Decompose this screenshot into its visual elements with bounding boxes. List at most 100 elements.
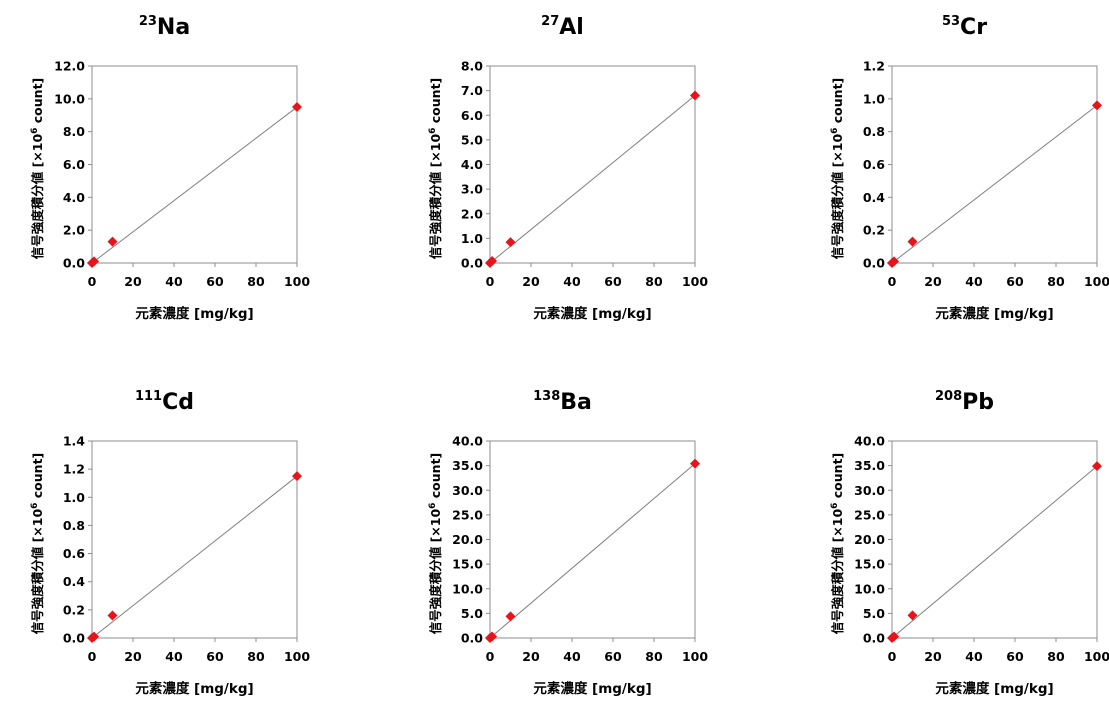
title-element: Pb bbox=[962, 390, 994, 415]
chart-title: 53Cr bbox=[942, 14, 987, 40]
chart-title: 27Al bbox=[541, 14, 584, 40]
x-tick-label: 100 bbox=[284, 649, 310, 664]
y-tick-label: 25.0 bbox=[452, 507, 483, 522]
plot-area bbox=[91, 65, 298, 264]
y-tick-label: 8.0 bbox=[63, 124, 85, 139]
x-tick-label: 80 bbox=[645, 274, 663, 289]
y-tick-label: 35.0 bbox=[452, 458, 483, 473]
y-tick-label: 15.0 bbox=[854, 557, 885, 572]
y-tick-label: 0.0 bbox=[863, 256, 885, 271]
y-tick-label: 35.0 bbox=[854, 458, 885, 473]
y-tick-label: 5.0 bbox=[461, 606, 483, 621]
y-axis-label-unit: count] bbox=[830, 453, 845, 503]
title-element: Cd bbox=[162, 390, 194, 415]
trendline bbox=[91, 106, 298, 264]
title-mass-number: 23 bbox=[139, 14, 157, 29]
y-axis-label-text: 信号強度積分値 [×10 bbox=[30, 134, 45, 260]
y-axis-label-exponent: 6 bbox=[428, 503, 438, 509]
x-tick-label: 40 bbox=[165, 649, 183, 664]
data-point bbox=[89, 631, 100, 642]
chart-panel-na: 23Na 0.0 2.0 4.0 6.0 8.0 10.0 12.0 0 20 40 60 80 100 元… bbox=[0, 0, 370, 350]
x-tick-label: 100 bbox=[284, 274, 310, 289]
trendline bbox=[489, 463, 696, 639]
y-tick-label: 0.8 bbox=[863, 124, 885, 139]
chart-title: 138Ba bbox=[533, 389, 592, 415]
x-tick-label: 0 bbox=[88, 274, 97, 289]
data-point bbox=[107, 236, 118, 247]
chart-panel-al: 27Al 0.0 1.0 2.0 3.0 4.0 5.0 6.0 7.0 8.0 0 20 40 60 80… bbox=[398, 0, 768, 350]
y-axis-label: 信号強度積分値 [×106 count] bbox=[30, 78, 45, 260]
y-axis-label-exponent: 6 bbox=[428, 128, 438, 134]
y-tick-label: 6.0 bbox=[461, 108, 483, 123]
chart-title: 23Na bbox=[139, 14, 190, 40]
title-mass-number: 111 bbox=[135, 389, 162, 404]
data-point bbox=[107, 610, 118, 621]
y-tick-label: 0.6 bbox=[63, 546, 85, 561]
title-mass-number: 27 bbox=[541, 14, 559, 29]
y-tick-label: 7.0 bbox=[461, 83, 483, 98]
x-tick-label: 80 bbox=[645, 649, 663, 664]
x-tick-label: 60 bbox=[1006, 274, 1024, 289]
chart-svg: 27Al 0.0 1.0 2.0 3.0 4.0 5.0 6.0 7.0 8.0 0 20 40 60 80… bbox=[428, 14, 708, 322]
x-tick-label: 40 bbox=[165, 274, 183, 289]
chart-title: 208Pb bbox=[935, 389, 994, 415]
x-tick-label: 80 bbox=[247, 649, 265, 664]
data-point bbox=[292, 102, 302, 113]
x-tick-label: 40 bbox=[965, 649, 983, 664]
chart-svg: 208Pb 0.0 5.0 10.0 15.0 20.0 25.0 30.0 35.0 40.0 0… bbox=[830, 389, 1109, 697]
plot-area bbox=[489, 65, 696, 264]
y-tick-label: 0.0 bbox=[461, 631, 483, 646]
title-mass-number: 208 bbox=[935, 389, 962, 404]
y-tick-label: 0.6 bbox=[863, 157, 885, 172]
title-element: Ba bbox=[560, 390, 592, 415]
y-tick-label: 1.0 bbox=[461, 231, 483, 246]
y-tick-label: 4.0 bbox=[461, 157, 483, 172]
plot-area bbox=[91, 440, 298, 639]
x-tick-label: 60 bbox=[206, 274, 224, 289]
x-axis-label: 元素濃度 [mg/kg] bbox=[935, 680, 1053, 697]
y-tick-label: 8.0 bbox=[461, 59, 483, 74]
x-tick-label: 20 bbox=[124, 649, 142, 664]
x-tick-label: 0 bbox=[888, 649, 897, 664]
data-point bbox=[1092, 461, 1102, 472]
x-tick-label: 60 bbox=[604, 649, 622, 664]
y-tick-label: 20.0 bbox=[452, 532, 483, 547]
y-tick-label: 30.0 bbox=[854, 483, 885, 498]
x-tick-label: 20 bbox=[924, 649, 942, 664]
chart-svg: 53Cr 0.0 0.2 0.4 0.6 0.8 1.0 1.2 0 20 40 60 80 100 元素濃… bbox=[830, 14, 1109, 322]
y-tick-label: 20.0 bbox=[854, 532, 885, 547]
y-tick-label: 0.2 bbox=[863, 223, 885, 238]
plot-area bbox=[489, 440, 696, 639]
y-tick-label: 4.0 bbox=[63, 190, 85, 205]
y-axis-label-text: 信号強度積分値 [×10 bbox=[428, 134, 443, 260]
y-tick-label: 6.0 bbox=[63, 157, 85, 172]
y-tick-label: 1.2 bbox=[863, 59, 885, 74]
y-tick-label: 0.0 bbox=[63, 631, 85, 646]
y-axis-label: 信号強度積分値 [×106 count] bbox=[428, 453, 443, 635]
trendline bbox=[891, 105, 1098, 264]
y-tick-label: 1.2 bbox=[63, 462, 85, 477]
chart-panel-cr: 53Cr 0.0 0.2 0.4 0.6 0.8 1.0 1.2 0 20 40 60 80 100 元素濃… bbox=[800, 0, 1109, 350]
y-tick-label: 10.0 bbox=[854, 581, 885, 596]
x-tick-label: 0 bbox=[486, 649, 495, 664]
y-axis-label-unit: count] bbox=[830, 78, 845, 128]
title-mass-number: 53 bbox=[942, 14, 960, 29]
chart-svg: 111Cd 0.0 0.2 0.4 0.6 0.8 1.0 1.2 1.4 0 20 40 60 80 10… bbox=[30, 389, 310, 697]
y-tick-label: 0.8 bbox=[63, 518, 85, 533]
y-axis-label: 信号強度積分値 [×106 count] bbox=[428, 78, 443, 260]
x-tick-label: 100 bbox=[1084, 274, 1109, 289]
x-tick-label: 80 bbox=[247, 274, 265, 289]
x-tick-label: 80 bbox=[1047, 649, 1065, 664]
y-tick-label: 30.0 bbox=[452, 483, 483, 498]
chart-panel-cd: 111Cd 0.0 0.2 0.4 0.6 0.8 1.0 1.2 1.4 0 20 40 60 80 10… bbox=[0, 375, 370, 703]
y-axis-label-exponent: 6 bbox=[830, 503, 840, 509]
data-point bbox=[487, 256, 498, 267]
data-point bbox=[690, 458, 700, 469]
y-tick-label: 0.4 bbox=[863, 190, 885, 205]
title-element: Cr bbox=[960, 15, 987, 40]
plot-area bbox=[891, 440, 1098, 639]
x-tick-label: 100 bbox=[682, 274, 708, 289]
chart-svg: 138Ba 0.0 5.0 10.0 15.0 20.0 25.0 30.0 35.0 40.0 0… bbox=[428, 389, 708, 697]
x-axis-label: 元素濃度 [mg/kg] bbox=[533, 305, 651, 322]
y-tick-label: 15.0 bbox=[452, 557, 483, 572]
